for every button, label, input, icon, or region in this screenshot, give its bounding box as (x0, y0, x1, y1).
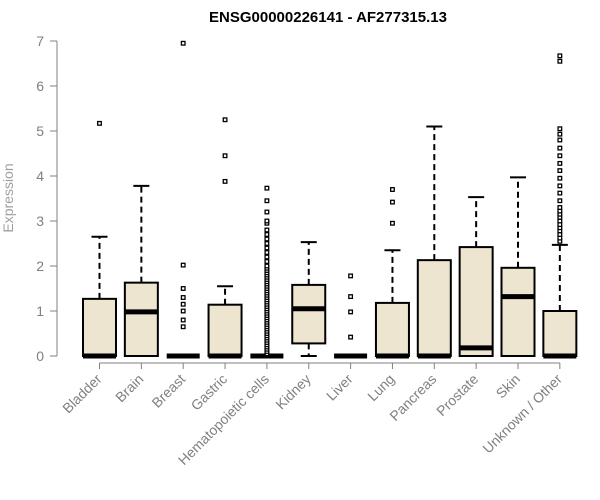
outlier-point (348, 294, 354, 300)
outlier-point (557, 126, 563, 132)
y-tick-label: 3 (36, 213, 44, 229)
outlier-point (264, 227, 270, 233)
outlier-point (222, 153, 228, 159)
outlier-point (348, 334, 354, 340)
outlier-point (557, 205, 563, 210)
outlier-point (264, 241, 270, 246)
box-kidney (291, 241, 327, 357)
box-body (374, 301, 410, 357)
box-body (82, 297, 117, 358)
outlier-point (557, 53, 563, 59)
outlier-point (264, 254, 270, 260)
box-body (542, 310, 578, 357)
x-tick-label: Pancreas (386, 371, 439, 424)
outlier-point (264, 245, 270, 251)
box-body (458, 246, 494, 358)
outlier-point (264, 209, 270, 215)
outlier-point (264, 250, 270, 255)
box-body (500, 266, 536, 357)
box-bladder (82, 120, 117, 359)
outlier-point (264, 232, 270, 237)
outlier-point (557, 190, 563, 196)
outlier-point (264, 259, 270, 264)
outlier-point (264, 198, 270, 204)
outlier-point (557, 175, 563, 181)
outlier-point (180, 308, 186, 314)
y-tick-label: 2 (36, 258, 44, 274)
box-body (123, 281, 159, 357)
box-prostate (458, 196, 494, 358)
outlier-point (557, 153, 563, 159)
outlier-point (180, 286, 186, 291)
outlier-point (264, 263, 270, 269)
outlier-point (180, 295, 186, 300)
box-unknown-other (542, 53, 578, 359)
outlier-point (264, 185, 270, 191)
outlier-point (389, 199, 395, 205)
outlier-point (557, 183, 563, 189)
outlier-point (557, 160, 563, 166)
box-gastric (207, 117, 243, 359)
x-tick-label: Brain (112, 371, 146, 405)
outlier-point (348, 309, 354, 315)
outlier-point (180, 301, 186, 307)
box-breast (166, 40, 200, 359)
outlier-point (557, 58, 563, 64)
box-body (291, 283, 327, 345)
box-pancreas (416, 125, 452, 359)
box-brain (123, 184, 159, 357)
outlier-point (180, 40, 186, 46)
y-axis: 0 1 2 3 4 5 6 7 (36, 33, 58, 364)
box-lung (374, 187, 410, 359)
y-tick-label: 1 (36, 303, 44, 319)
y-tick-label: 7 (36, 33, 44, 49)
outlier-point (557, 137, 563, 143)
x-tick-label: Skin (493, 371, 524, 402)
y-axis-label: Expression (0, 163, 16, 232)
plot-area (82, 40, 578, 359)
outlier-point (180, 262, 186, 268)
outlier-point (180, 324, 186, 330)
outlier-point (389, 187, 395, 192)
box-skin (500, 176, 536, 357)
outlier-point (348, 273, 354, 279)
outlier-point (180, 317, 186, 323)
outlier-point (222, 117, 228, 123)
x-tick-label: Bladder (59, 371, 105, 417)
chart-title: ENSG00000226141 - AF277315.13 (209, 9, 447, 26)
x-tick-label: Unknown / Other (479, 371, 565, 457)
outlier-point (557, 145, 563, 151)
outlier-point (97, 120, 102, 126)
x-tick-label: Breast (148, 371, 188, 411)
x-tick-label: Lung (364, 371, 397, 404)
x-tick-label: Liver (323, 371, 356, 404)
outlier-point (557, 168, 563, 174)
x-tick-label: Prostate (433, 371, 481, 419)
box-body (416, 259, 452, 357)
outlier-point (264, 236, 270, 242)
outlier-point (264, 218, 270, 224)
y-tick-label: 5 (36, 123, 44, 139)
outlier-point (557, 131, 563, 137)
outlier-point (222, 178, 228, 184)
outlier-point (557, 198, 563, 204)
outlier-point (389, 220, 395, 226)
box-liver (334, 273, 368, 359)
y-tick-label: 6 (36, 78, 44, 94)
box-hematopoietic-cells (250, 185, 284, 359)
y-tick-label: 4 (36, 168, 44, 184)
x-tick-label: Kidney (272, 371, 314, 413)
box-body (207, 303, 243, 358)
y-tick-label: 0 (36, 348, 44, 364)
